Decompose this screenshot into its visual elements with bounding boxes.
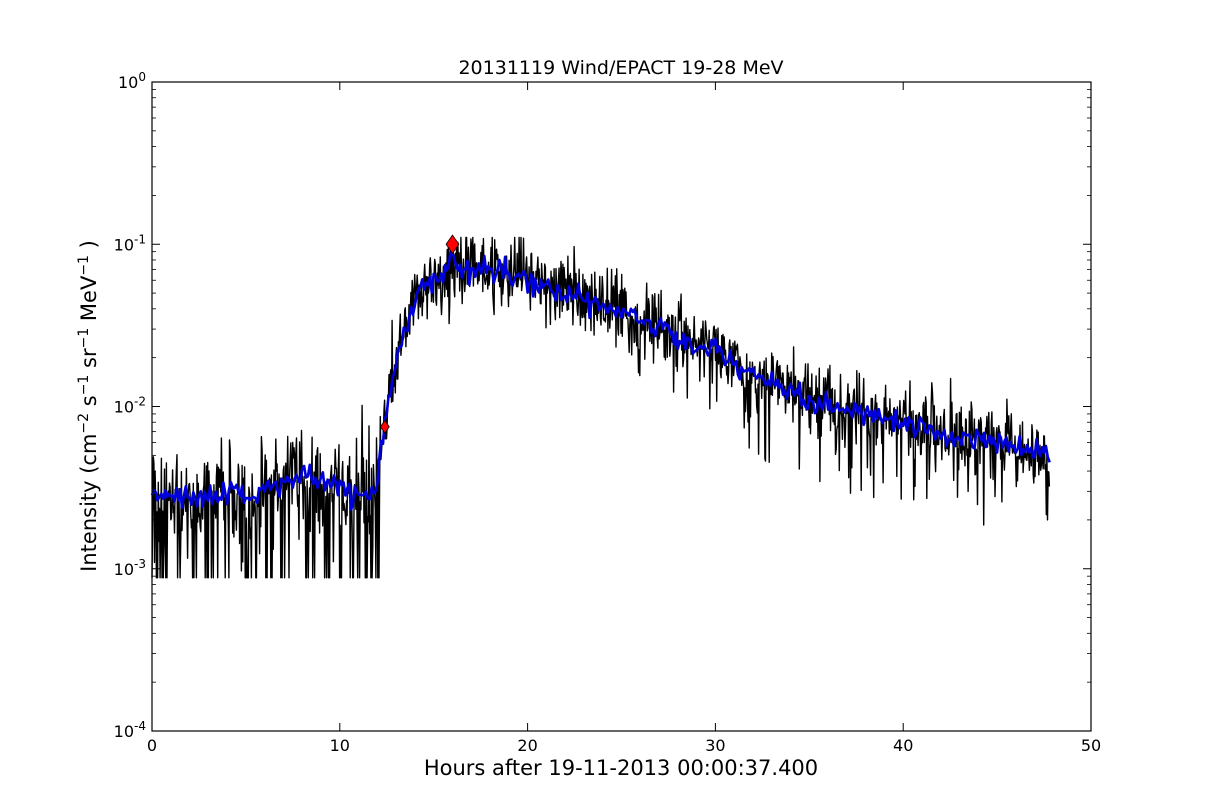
y-axis-label-base: Intensity (cm [77,434,101,572]
y-axis-label-exp-1: −2 [76,413,92,434]
y-tick-label: 100 [118,70,146,92]
x-tick-label: 40 [893,736,913,755]
y-tick-label: 10-3 [114,557,146,579]
onset-marker [379,419,390,434]
x-tick-label: 50 [1081,736,1101,755]
plot-area [150,234,1051,579]
y-axis-label-exp-4: −1 [76,255,92,276]
x-tick-label: 0 [147,736,157,755]
y-tick-label: 10-4 [114,719,146,741]
x-tick-label: 10 [330,736,350,755]
y-axis-label-exp-3: −1 [76,328,92,349]
y-axis-label: Intensity (cm−2 s−1 sr−1 MeV−1 ) [76,240,101,572]
y-tick-label: 10-1 [114,232,146,254]
y-axis-label-end: ) [77,240,101,255]
y-axis-label-unit-3: MeV [77,275,101,328]
smoothed-intensity-series [150,250,1051,512]
axis-ticks: 0 10 20 30 40 50 10-4 10-3 10-2 10-1 100 [114,70,1102,755]
x-tick-label: 30 [705,736,725,755]
x-axis-label: Hours after 19-11-2013 00:00:37.400 [424,756,818,780]
chart-title: 20131119 Wind/EPACT 19-28 MeV [458,57,783,79]
x-tick-label: 20 [517,736,537,755]
peak-marker [445,234,460,255]
y-axis-label-unit-1: s [77,395,101,413]
y-axis-label-unit-2: sr [77,348,101,375]
raw-intensity-series [151,236,1051,579]
y-axis-label-exp-2: −1 [76,375,92,396]
y-tick-label: 10-2 [114,395,146,417]
